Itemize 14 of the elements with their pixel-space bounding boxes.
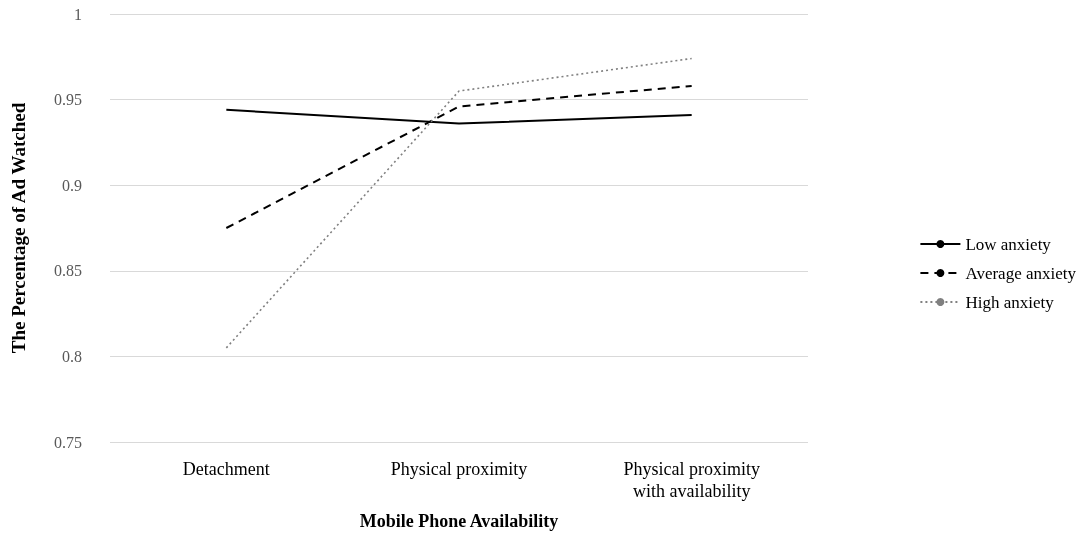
x-tick-label: Physical proximity	[390, 459, 528, 479]
y-axis-title: The Percentage of Ad Watched	[8, 102, 29, 354]
y-tick-label: 0.85	[54, 262, 82, 280]
legend-label: Low anxiety	[965, 234, 1052, 254]
y-tick-label: 1	[74, 5, 82, 23]
y-tick-label: 0.9	[62, 176, 82, 194]
y-tick-label: 0.75	[54, 433, 82, 451]
y-tick-label: 0.95	[54, 91, 82, 109]
legend-label: High anxiety	[965, 292, 1055, 312]
x-tick-label: Detachment	[182, 459, 270, 479]
x-tick-label: Physical proximity with availability	[623, 459, 760, 501]
x-axis-title: Mobile Phone Availability	[359, 511, 559, 531]
legend-label: Average anxiety	[965, 263, 1077, 283]
y-tick-label: 0.8	[62, 347, 82, 365]
